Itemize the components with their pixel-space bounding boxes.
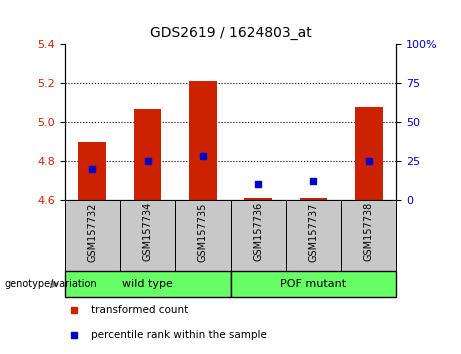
Bar bbox=[341, 200, 396, 271]
Text: percentile rank within the sample: percentile rank within the sample bbox=[91, 330, 267, 339]
Bar bbox=[65, 271, 230, 297]
Bar bbox=[230, 200, 286, 271]
Text: genotype/variation: genotype/variation bbox=[5, 279, 97, 289]
Bar bbox=[244, 198, 272, 200]
Text: GSM157737: GSM157737 bbox=[308, 202, 319, 262]
Text: GSM157735: GSM157735 bbox=[198, 202, 208, 262]
Bar bbox=[120, 200, 175, 271]
Bar bbox=[230, 271, 396, 297]
Title: GDS2619 / 1624803_at: GDS2619 / 1624803_at bbox=[150, 27, 311, 40]
Bar bbox=[189, 81, 217, 200]
Text: GSM157732: GSM157732 bbox=[87, 202, 97, 262]
Bar bbox=[65, 200, 120, 271]
Bar bbox=[355, 107, 383, 200]
Bar bbox=[286, 200, 341, 271]
Bar bbox=[134, 108, 161, 200]
Bar bbox=[175, 200, 230, 271]
Text: POF mutant: POF mutant bbox=[280, 279, 347, 289]
Text: GSM157736: GSM157736 bbox=[253, 202, 263, 261]
Text: transformed count: transformed count bbox=[91, 305, 189, 315]
Text: wild type: wild type bbox=[122, 279, 173, 289]
Text: GSM157738: GSM157738 bbox=[364, 202, 374, 261]
Bar bbox=[300, 198, 327, 200]
Bar bbox=[78, 142, 106, 200]
Text: GSM157734: GSM157734 bbox=[142, 202, 153, 261]
